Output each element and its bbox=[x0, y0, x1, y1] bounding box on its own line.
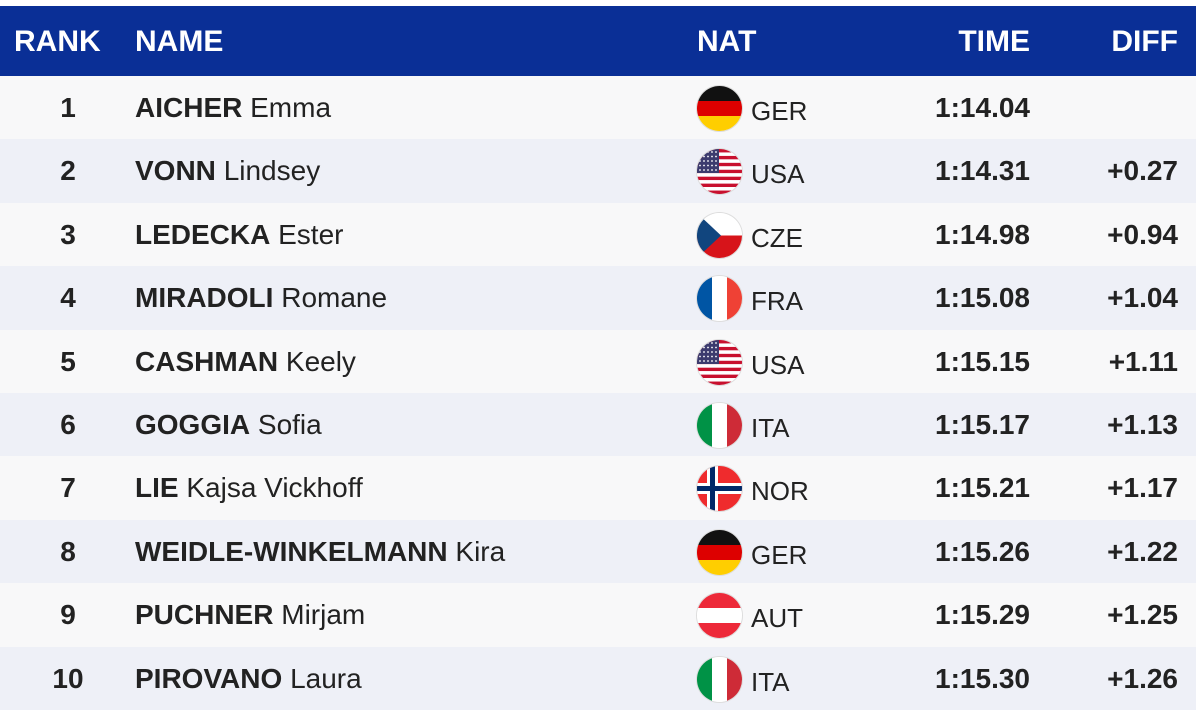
germany-flag-icon bbox=[697, 529, 742, 575]
time: 1:15.15 bbox=[935, 345, 1030, 377]
table-row[interactable]: 1 AICHER Emma GER 1:14.04 bbox=[0, 76, 1196, 140]
time: 1:15.21 bbox=[935, 472, 1030, 504]
nation-code: ITA bbox=[751, 666, 790, 697]
header-time[interactable]: TIME bbox=[958, 25, 1030, 58]
austria-flag-icon bbox=[697, 593, 742, 639]
athlete-name[interactable]: PIROVANO Laura bbox=[135, 663, 362, 695]
athlete-name[interactable]: PUCHNER Mirjam bbox=[135, 599, 365, 631]
rank: 2 bbox=[60, 155, 76, 187]
results-table: RANK NAME NAT TIME DIFF 1 AICHER Emma GE… bbox=[0, 6, 1196, 710]
given-name: Sofia bbox=[257, 408, 322, 440]
nation-code: FRA bbox=[751, 286, 803, 317]
rank: 6 bbox=[60, 408, 76, 440]
athlete-name[interactable]: LIE Kajsa Vickhoff bbox=[135, 472, 363, 504]
time-diff: +0.27 bbox=[1107, 155, 1178, 187]
surname: GOGGIA bbox=[135, 408, 251, 440]
surname: PIROVANO bbox=[135, 662, 283, 694]
france-flag-icon bbox=[697, 276, 742, 322]
time-diff: +1.25 bbox=[1107, 599, 1178, 631]
given-name: Laura bbox=[290, 662, 362, 694]
table-row[interactable]: 4 MIRADOLI Romane FRA 1:15.08 +1.04 bbox=[0, 266, 1196, 330]
table-header: RANK NAME NAT TIME DIFF bbox=[0, 6, 1196, 76]
time-diff: +1.17 bbox=[1107, 472, 1178, 504]
header-nat[interactable]: NAT bbox=[697, 25, 757, 58]
nation-code: USA bbox=[751, 349, 805, 380]
nation-code: GER bbox=[751, 96, 808, 126]
rank: 7 bbox=[60, 472, 76, 504]
nation-code: ITA bbox=[751, 412, 790, 443]
header-name[interactable]: NAME bbox=[135, 25, 224, 58]
time: 1:15.30 bbox=[935, 662, 1030, 694]
given-name: Ester bbox=[278, 218, 344, 250]
czech-flag-icon bbox=[697, 212, 742, 258]
surname: VONN bbox=[135, 155, 216, 187]
table-row[interactable]: 9 PUCHNER Mirjam AUT 1:15.29 +1.25 bbox=[0, 583, 1196, 647]
rank: 3 bbox=[60, 218, 76, 250]
time-diff: +0.94 bbox=[1107, 218, 1178, 250]
surname: LIE bbox=[135, 472, 179, 504]
time-diff: +1.26 bbox=[1107, 662, 1178, 694]
athlete-name[interactable]: AICHER Emma bbox=[135, 92, 331, 124]
time: 1:15.26 bbox=[935, 535, 1030, 567]
surname: WEIDLE-WINKELMANN bbox=[135, 535, 448, 567]
nation-code: AUT bbox=[751, 603, 803, 634]
time: 1:14.31 bbox=[935, 155, 1030, 187]
given-name: Kira bbox=[455, 535, 506, 567]
surname: PUCHNER bbox=[135, 599, 274, 631]
athlete-name[interactable]: CASHMAN Keely bbox=[135, 346, 356, 378]
header-rank[interactable]: RANK bbox=[14, 25, 101, 58]
time: 1:15.08 bbox=[935, 282, 1030, 314]
nation-code: NOR bbox=[751, 476, 809, 507]
time: 1:15.29 bbox=[935, 599, 1030, 631]
given-name: Lindsey bbox=[223, 155, 321, 187]
time: 1:15.17 bbox=[935, 408, 1030, 440]
surname: AICHER bbox=[135, 92, 243, 123]
given-name: Kajsa Vickhoff bbox=[186, 472, 363, 504]
nation-code: CZE bbox=[751, 222, 803, 253]
athlete-name[interactable]: VONN Lindsey bbox=[135, 155, 320, 187]
given-name: Emma bbox=[250, 92, 332, 123]
given-name: Romane bbox=[281, 282, 388, 314]
rank: 8 bbox=[60, 535, 76, 567]
given-name: Mirjam bbox=[281, 599, 366, 631]
rank: 10 bbox=[52, 662, 84, 694]
table-row[interactable]: 6 GOGGIA Sofia ITA 1:15.17 +1.13 bbox=[0, 392, 1196, 457]
surname: CASHMAN bbox=[135, 345, 279, 377]
rank: 4 bbox=[60, 282, 76, 314]
given-name: Keely bbox=[285, 345, 356, 377]
athlete-name[interactable]: LEDECKA Ester bbox=[135, 219, 343, 251]
surname: MIRADOLI bbox=[135, 282, 274, 314]
table-row[interactable]: 3 LEDECKA Ester CZE 1:14.98 +0.94 bbox=[0, 202, 1196, 267]
rank: 1 bbox=[60, 92, 76, 123]
nation-code: USA bbox=[751, 159, 805, 190]
table-row[interactable]: 10 PIROVANO Laura ITA 1:15.30 +1.26 bbox=[0, 646, 1196, 710]
table-row[interactable]: 8 WEIDLE-WINKELMANN Kira GER 1:15.26 +1.… bbox=[0, 519, 1196, 584]
rank: 5 bbox=[60, 345, 76, 377]
time: 1:14.98 bbox=[935, 218, 1030, 250]
nation-code: GER bbox=[751, 539, 808, 570]
usa-flag-icon bbox=[697, 339, 742, 385]
italy-flag-icon bbox=[697, 656, 742, 702]
time-diff: +1.22 bbox=[1107, 535, 1178, 567]
time-diff: +1.04 bbox=[1107, 282, 1178, 314]
time-diff: +1.13 bbox=[1107, 408, 1178, 440]
usa-flag-icon bbox=[697, 149, 742, 195]
athlete-name[interactable]: GOGGIA Sofia bbox=[135, 409, 322, 441]
table-row[interactable]: 5 CASHMAN Keely USA 1:15.15 +1.11 bbox=[0, 329, 1196, 393]
table-body: 1 AICHER Emma GER 1:14.04 2 VONN Lindsey… bbox=[0, 76, 1196, 710]
athlete-name[interactable]: MIRADOLI Romane bbox=[135, 282, 387, 314]
header-diff[interactable]: DIFF bbox=[1111, 25, 1178, 58]
norway-flag-icon bbox=[697, 466, 742, 512]
table-row[interactable]: 7 LIE Kajsa Vickhoff NOR 1:15.21 +1.17 bbox=[0, 456, 1196, 520]
rank: 9 bbox=[60, 599, 76, 631]
time-diff: +1.11 bbox=[1108, 345, 1178, 377]
athlete-name[interactable]: WEIDLE-WINKELMANN Kira bbox=[135, 536, 505, 568]
surname: LEDECKA bbox=[135, 218, 271, 250]
germany-flag-icon bbox=[697, 86, 742, 131]
table-row[interactable]: 2 VONN Lindsey USA 1:14.31 +0.27 bbox=[0, 139, 1196, 203]
time: 1:14.04 bbox=[935, 92, 1030, 123]
italy-flag-icon bbox=[697, 402, 742, 448]
